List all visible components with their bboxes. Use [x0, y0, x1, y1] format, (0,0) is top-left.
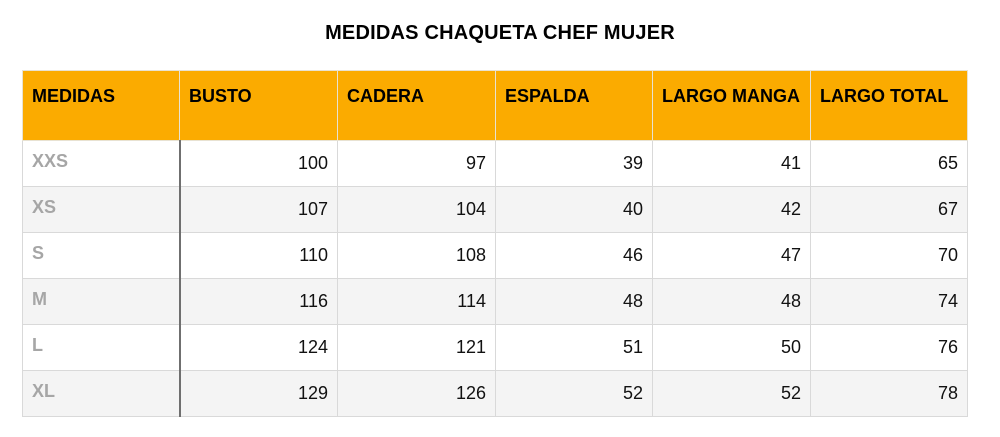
- header-cadera: CADERA: [337, 70, 496, 141]
- espalda-cell: 48: [495, 278, 653, 325]
- largo-manga-cell: 50: [652, 324, 811, 371]
- busto-cell: 110: [179, 232, 338, 279]
- size-label: L: [22, 324, 181, 371]
- busto-cell: 124: [179, 324, 338, 371]
- header-row: MEDIDAS BUSTO CADERA ESPALDA LARGO MANGA…: [22, 70, 968, 141]
- table-row: XS 107 104 40 42 67: [22, 186, 968, 233]
- espalda-cell: 46: [495, 232, 653, 279]
- header-busto: BUSTO: [179, 70, 338, 141]
- busto-cell: 107: [179, 186, 338, 233]
- busto-cell: 100: [179, 140, 338, 187]
- size-label: S: [22, 232, 181, 279]
- table-row: S 110 108 46 47 70: [22, 232, 968, 279]
- table-row: L 124 121 51 50 76: [22, 324, 968, 371]
- cadera-cell: 108: [337, 232, 496, 279]
- largo-total-cell: 67: [810, 186, 968, 233]
- largo-manga-cell: 41: [652, 140, 811, 187]
- header-espalda: ESPALDA: [495, 70, 653, 141]
- cadera-cell: 121: [337, 324, 496, 371]
- largo-total-cell: 76: [810, 324, 968, 371]
- size-label: XXS: [22, 140, 181, 187]
- table-row: M 116 114 48 48 74: [22, 278, 968, 325]
- busto-cell: 129: [179, 370, 338, 417]
- busto-cell: 116: [179, 278, 338, 325]
- size-chart-table: MEDIDAS BUSTO CADERA ESPALDA LARGO MANGA…: [22, 70, 968, 417]
- table-row: XL 129 126 52 52 78: [22, 370, 968, 417]
- size-label: XS: [22, 186, 181, 233]
- cadera-cell: 104: [337, 186, 496, 233]
- largo-manga-cell: 52: [652, 370, 811, 417]
- largo-total-cell: 70: [810, 232, 968, 279]
- header-largo-manga: LARGO MANGA: [652, 70, 811, 141]
- largo-total-cell: 74: [810, 278, 968, 325]
- espalda-cell: 40: [495, 186, 653, 233]
- largo-total-cell: 78: [810, 370, 968, 417]
- size-label: M: [22, 278, 181, 325]
- largo-manga-cell: 42: [652, 186, 811, 233]
- espalda-cell: 39: [495, 140, 653, 187]
- header-medidas: MEDIDAS: [22, 70, 180, 141]
- largo-manga-cell: 48: [652, 278, 811, 325]
- cadera-cell: 97: [337, 140, 496, 187]
- table-row: XXS 100 97 39 41 65: [22, 140, 968, 187]
- table-header: MEDIDAS BUSTO CADERA ESPALDA LARGO MANGA…: [22, 70, 968, 141]
- size-label: XL: [22, 370, 181, 417]
- largo-manga-cell: 47: [652, 232, 811, 279]
- cadera-cell: 114: [337, 278, 496, 325]
- espalda-cell: 52: [495, 370, 653, 417]
- cadera-cell: 126: [337, 370, 496, 417]
- table-body: XXS 100 97 39 41 65 XS 107 104 40 42 67 …: [22, 140, 968, 417]
- page-title: MEDIDAS CHAQUETA CHEF MUJER: [325, 22, 675, 44]
- header-largo-total: LARGO TOTAL: [810, 70, 968, 141]
- espalda-cell: 51: [495, 324, 653, 371]
- largo-total-cell: 65: [810, 140, 968, 187]
